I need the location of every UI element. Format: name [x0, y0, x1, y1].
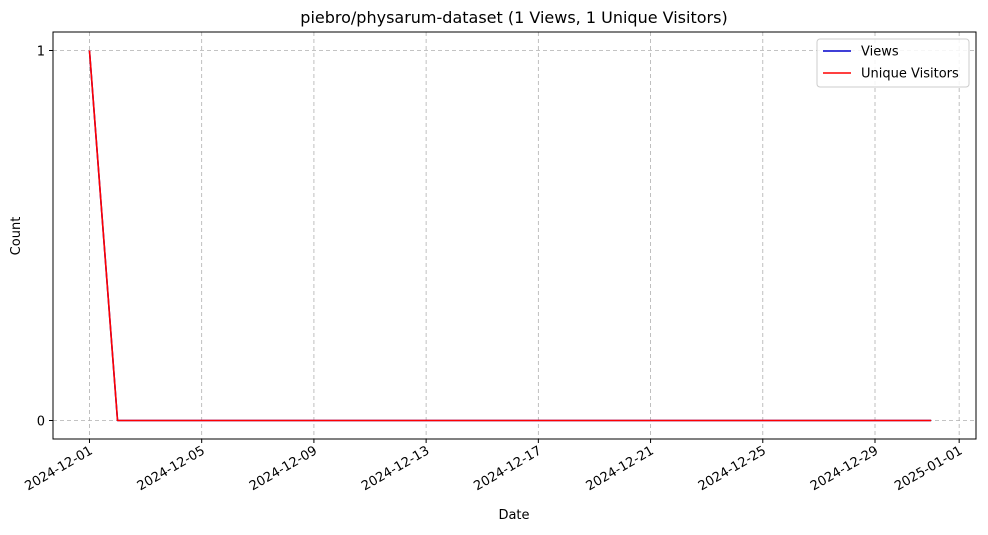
series-line-views [88, 50, 932, 422]
grid [53, 32, 976, 439]
y-axis-ticks: 01 [37, 45, 53, 430]
x-tick-label: 2024-12-05 [135, 443, 208, 494]
x-tick-label: 2025-01-01 [892, 443, 965, 494]
x-tick-label: 2024-12-13 [359, 443, 432, 494]
legend-label: Unique Visitors [861, 67, 959, 82]
x-tick-label: 2024-12-25 [696, 443, 769, 494]
y-tick-label: 0 [37, 415, 45, 430]
x-tick-label: 2024-12-01 [23, 443, 96, 494]
x-axis-label: Date [498, 508, 529, 523]
x-tick-label: 2024-12-21 [584, 443, 657, 494]
legend-label: Views [861, 45, 899, 60]
x-tick-label: 2024-12-17 [471, 443, 544, 494]
x-tick-label: 2024-12-29 [808, 443, 881, 494]
plot-frame [52, 31, 977, 440]
y-axis-label: Count [9, 217, 24, 256]
legend-box [816, 38, 970, 88]
series-line-unique-visitors [88, 50, 932, 422]
chart-title: piebro/physarum-dataset (1 Views, 1 Uniq… [300, 8, 727, 27]
y-tick-label: 1 [37, 45, 45, 60]
legend: Views Unique Visitors [816, 38, 970, 88]
x-axis-ticks: 2024-12-01 2024-12-05 2024-12-09 2024-12-13… [23, 439, 965, 494]
x-tick-label: 2024-12-09 [247, 443, 320, 494]
plot-series [88, 50, 932, 422]
